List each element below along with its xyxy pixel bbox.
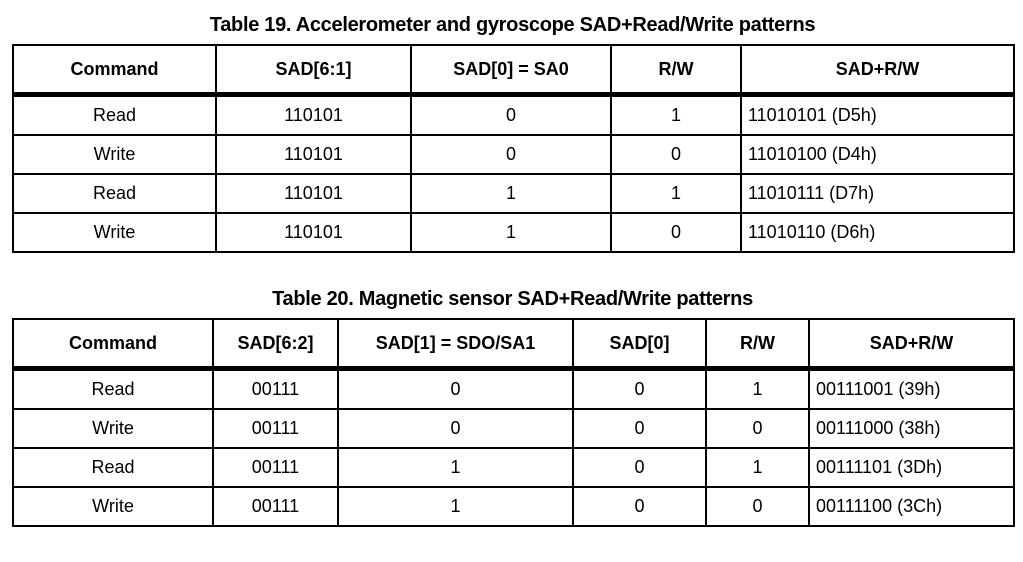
table-row: Read 00111 0 0 1 00111001 (39h)	[12, 367, 1015, 410]
table-cell: 0	[610, 134, 742, 175]
table-cell: 0	[572, 447, 707, 488]
table-cell: Read	[12, 367, 214, 410]
header-cell: SAD[6:1]	[215, 44, 412, 97]
table-cell: Write	[12, 408, 214, 449]
table-19: Command SAD[6:1] SAD[0] = SA0 R/W SAD+R/W Rea…	[12, 44, 1015, 253]
table-cell: Write	[12, 486, 214, 527]
table-cell: 1	[337, 486, 574, 527]
table-19-caption: Table 19. Accelerometer and gyroscope SA…	[209, 14, 816, 36]
header-row: Command SAD[6:2] SAD[1] = SDO/SA1 SAD[0] R/W…	[12, 318, 1015, 371]
table-cell: 0	[610, 212, 742, 253]
header-cell: R/W	[610, 44, 742, 97]
header-cell: SAD[6:2]	[212, 318, 339, 371]
table-cell: 0	[705, 408, 810, 449]
table-cell: 0	[572, 408, 707, 449]
table-cell: Read	[12, 93, 217, 136]
table-cell: 1	[705, 367, 810, 410]
table-row: Write 110101 0 0 11010100 (D4h)	[12, 134, 1015, 175]
header-cell: R/W	[705, 318, 810, 371]
table-cell: 0	[572, 486, 707, 527]
table-row: Write 110101 1 0 11010110 (D6h)	[12, 212, 1015, 253]
table-row: Read 110101 0 1 11010101 (D5h)	[12, 93, 1015, 136]
table-cell: 1	[705, 447, 810, 488]
table-cell: 110101	[215, 212, 412, 253]
table-cell: 00111001 (39h)	[808, 367, 1015, 410]
header-row: Command SAD[6:1] SAD[0] = SA0 R/W SAD+R/W	[12, 44, 1015, 97]
table-cell: 00111	[212, 486, 339, 527]
table-cell: 1	[410, 212, 612, 253]
header-cell: Command	[12, 318, 214, 371]
header-cell: SAD[1] = SDO/SA1	[337, 318, 574, 371]
header-cell: SAD[0] = SA0	[410, 44, 612, 97]
table-cell: 11010111 (D7h)	[740, 173, 1015, 214]
table-cell: 00111	[212, 408, 339, 449]
table-cell: Write	[12, 134, 217, 175]
table-cell: Read	[12, 447, 214, 488]
header-cell: SAD+R/W	[808, 318, 1015, 371]
table-cell: 11010100 (D4h)	[740, 134, 1015, 175]
table-cell: 00111101 (3Dh)	[808, 447, 1015, 488]
table-cell: 1	[610, 93, 742, 136]
table-cell: 0	[705, 486, 810, 527]
table-cell: 1	[337, 447, 574, 488]
table-row: Write 00111 0 0 0 00111000 (38h)	[12, 408, 1015, 449]
table-cell: 00111	[212, 447, 339, 488]
table-cell: 110101	[215, 173, 412, 214]
table-20: Command SAD[6:2] SAD[1] = SDO/SA1 SAD[0] R/W…	[12, 318, 1015, 527]
header-cell: Command	[12, 44, 217, 97]
table-row: Read 110101 1 1 11010111 (D7h)	[12, 173, 1015, 214]
table-row: Write 00111 1 0 0 00111100 (3Ch)	[12, 486, 1015, 527]
table-cell: Write	[12, 212, 217, 253]
table-cell: 0	[410, 134, 612, 175]
table-20-block: Table 20. Magnetic sensor SAD+Read/Write…	[12, 287, 1015, 527]
table-cell: 11010101 (D5h)	[740, 93, 1015, 136]
table-cell: 0	[337, 408, 574, 449]
table-cell: 0	[572, 367, 707, 410]
table-cell: 11010110 (D6h)	[740, 212, 1015, 253]
table-cell: 0	[410, 93, 612, 136]
table-cell: 00111	[212, 367, 339, 410]
table-row: Read 00111 1 0 1 00111101 (3Dh)	[12, 447, 1015, 488]
table-cell: 0	[337, 367, 574, 410]
header-cell: SAD+R/W	[740, 44, 1015, 97]
table-cell: 110101	[215, 93, 412, 136]
table-cell: 00111100 (3Ch)	[808, 486, 1015, 527]
table-20-caption: Table 20. Magnetic sensor SAD+Read/Write…	[272, 288, 753, 310]
table-cell: 110101	[215, 134, 412, 175]
header-cell: SAD[0]	[572, 318, 707, 371]
table-cell: 1	[610, 173, 742, 214]
table-cell: Read	[12, 173, 217, 214]
table-cell: 00111000 (38h)	[808, 408, 1015, 449]
table-19-block: Table 19. Accelerometer and gyroscope SA…	[12, 13, 1015, 253]
table-cell: 1	[410, 173, 612, 214]
